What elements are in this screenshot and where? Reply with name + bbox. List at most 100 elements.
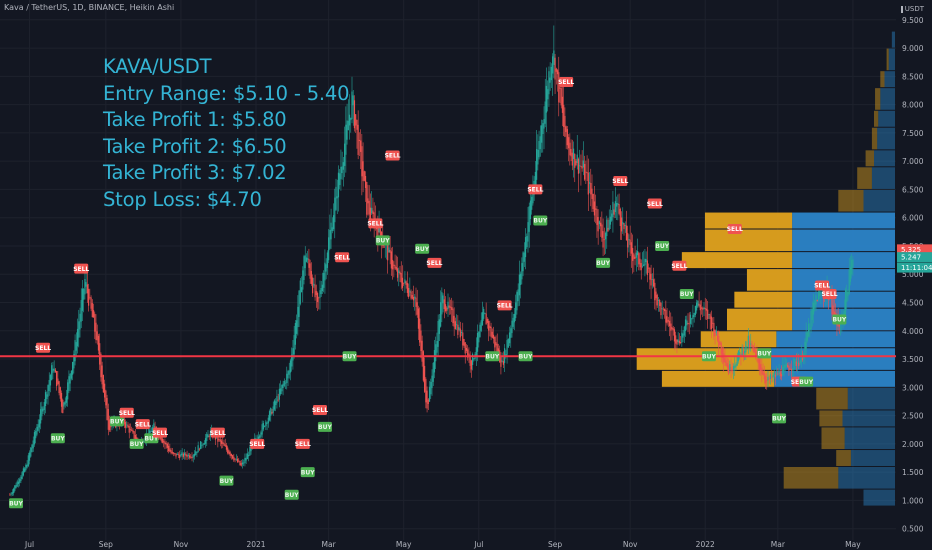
candle-body (203, 442, 205, 445)
candle-body (325, 264, 327, 272)
candle-body (558, 72, 560, 103)
profile-bar-blue (847, 387, 895, 410)
candle-body (680, 342, 682, 343)
candle-body (320, 287, 322, 294)
buy-signal: BUY (342, 351, 357, 362)
y-tick-label: 2.000 (902, 440, 924, 449)
profile-bar-gold (838, 189, 864, 212)
candle-body (371, 207, 373, 214)
candle-body (496, 343, 498, 353)
currency-text: USDT (904, 5, 924, 13)
sell-signal: SELL (527, 184, 544, 195)
candle-body (388, 247, 390, 253)
signal-label: SELL (119, 410, 135, 417)
candle-body (107, 409, 109, 430)
candle-body (494, 336, 496, 348)
candle-body (772, 375, 774, 378)
candle-body (72, 362, 74, 375)
note-pair: KAVA/USDT (103, 55, 212, 78)
candle-body (257, 436, 260, 440)
candle-body (30, 447, 32, 457)
candle-body (150, 431, 152, 432)
candle-body (517, 289, 519, 302)
currency-label[interactable]: USDT (900, 5, 924, 13)
candle-body (720, 343, 722, 355)
candle-body (736, 356, 738, 366)
candle-body (299, 280, 301, 304)
profile-bar-gold (700, 331, 777, 348)
profile-bar-gold (661, 370, 775, 387)
candle-body (330, 222, 332, 240)
note-stop-loss: Stop Loss: $4.70 (103, 187, 262, 211)
candle-body (36, 426, 38, 435)
y-tick-label: 9.500 (902, 16, 924, 25)
candle-body (515, 302, 517, 319)
signal-label: SELL (35, 345, 51, 352)
candle-body (572, 148, 575, 160)
buy-signal: BUY (485, 351, 500, 362)
candle-body (673, 329, 676, 342)
candle-body (367, 198, 369, 204)
candle-body (721, 348, 724, 358)
candle-body (236, 458, 239, 463)
candle-body (611, 213, 613, 221)
candle-body (340, 166, 342, 180)
candle-body (276, 396, 278, 404)
candle-body (400, 273, 402, 283)
candle-body (524, 237, 527, 258)
candle-body (628, 239, 630, 241)
x-tick-label: Mar (771, 540, 786, 549)
candle-body (273, 400, 276, 410)
candle-body (632, 247, 634, 261)
candle-body (419, 318, 421, 343)
candle-body (164, 441, 166, 445)
candle-body (309, 263, 311, 279)
candle-body (357, 124, 359, 155)
candle-body (465, 347, 468, 351)
candle-body (303, 256, 305, 281)
candle-body (801, 358, 804, 360)
candle-body (181, 452, 183, 456)
y-tick-label: 1.000 (902, 496, 924, 505)
sell-signal: SELL (497, 300, 513, 311)
candle-body (84, 278, 86, 295)
buy-signal: BUY (832, 314, 847, 325)
candle-body (321, 284, 324, 291)
candle-body (289, 360, 292, 373)
y-tick-label: 3.500 (902, 355, 924, 364)
candle-body (297, 306, 299, 328)
candle-body (634, 256, 636, 259)
buy-signal: BUY (799, 376, 814, 387)
candle-body (264, 426, 266, 427)
candle-body (746, 346, 748, 348)
candle-body (399, 271, 401, 275)
x-tick-label: May (845, 540, 861, 549)
candle-body (534, 171, 536, 188)
price-axis[interactable]: 0.500 1.000 1.500 2.000 2.500 3.000 3.500 4.000… (902, 16, 924, 534)
profile-bar-blue (863, 189, 895, 212)
candle-body (753, 348, 756, 352)
candle-body (207, 434, 209, 438)
candle-body (511, 320, 513, 334)
candle-body (234, 458, 236, 460)
candle-body (161, 438, 164, 443)
candle-body (576, 154, 578, 163)
symbol-header[interactable]: Kava / TetherUS, 1D, BINANCE, Heikin Ash… (4, 3, 175, 12)
signal-label: BUY (757, 351, 771, 358)
signal-label: BUY (519, 353, 533, 360)
sell-signal: SELL (312, 404, 328, 415)
signal-badge (815, 280, 830, 291)
sell-signal: SELL (426, 257, 443, 268)
candle-body (531, 196, 533, 210)
candle-body (444, 304, 447, 312)
candle-body (398, 270, 400, 273)
candle-body (639, 258, 641, 268)
candle-body (452, 308, 454, 324)
candle-body (566, 129, 568, 146)
candle-body (501, 360, 503, 362)
candle-body (196, 451, 198, 454)
signal-label: SELL (367, 221, 383, 228)
candle-body (223, 443, 225, 446)
time-axis[interactable]: Jul Sep Nov 2021 Mar May Jul Sep Nov 2022 Mar May (24, 540, 861, 549)
